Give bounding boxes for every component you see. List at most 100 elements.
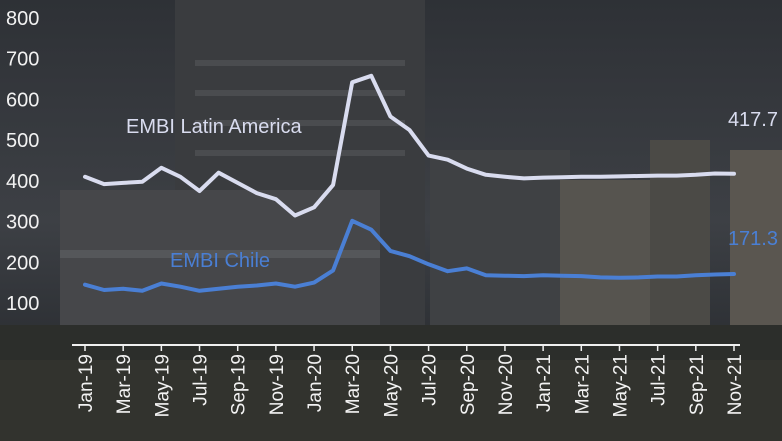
x-tick-label: May-19: [152, 354, 173, 417]
data-point: [83, 283, 87, 287]
series-layer: EMBI Latin America 417.7 EMBI Chile 171.3: [83, 73, 778, 293]
data-point: [484, 173, 488, 177]
x-tick-label: Jan-19: [76, 354, 97, 412]
data-point: [407, 254, 412, 258]
data-point: [217, 171, 221, 175]
series-label: EMBI Latin America: [126, 116, 303, 138]
data-point: [350, 219, 354, 223]
data-point: [446, 269, 450, 273]
data-point: [522, 176, 526, 181]
x-tick-label: Nov-19: [267, 354, 288, 415]
x-tick-label: Mar-19: [114, 354, 135, 414]
data-point: [503, 175, 507, 179]
data-point: [636, 275, 641, 279]
data-point: [369, 228, 373, 232]
data-point: [178, 175, 183, 179]
data-point: [541, 273, 545, 277]
data-point: [617, 174, 622, 178]
y-tick-label: 800: [6, 8, 39, 30]
x-tick-label: Nov-21: [725, 354, 746, 415]
y-tick-label: 300: [6, 212, 39, 234]
axes: 100 200 300 400 500 600 700 800 Jan-19 Mar-19 May…: [6, 8, 746, 417]
data-point: [446, 158, 450, 162]
x-tick-label: May-21: [610, 354, 631, 417]
x-tick-label: Mar-20: [343, 354, 364, 414]
end-value-label: 171.3: [728, 228, 778, 250]
data-point: [598, 275, 602, 279]
data-point: [102, 288, 106, 292]
x-tick-label: Jan-21: [534, 354, 555, 412]
data-point: [293, 285, 297, 289]
data-point: [369, 74, 373, 78]
data-point: [656, 274, 660, 279]
data-point: [388, 249, 393, 253]
data-point: [312, 205, 316, 209]
data-point: [732, 172, 736, 176]
data-point: [159, 281, 163, 286]
data-point: [255, 283, 259, 288]
data-point: [656, 173, 660, 178]
data-point: [465, 167, 469, 171]
data-point: [121, 287, 125, 291]
data-point: [694, 273, 698, 277]
x-tick-label: Jan-20: [305, 354, 326, 412]
data-point: [83, 175, 87, 179]
data-point: [197, 289, 202, 293]
data-point: [217, 287, 221, 291]
data-point: [617, 276, 622, 280]
data-point: [713, 171, 717, 176]
x-axis-ticks: Jan-19 Mar-19 May-19 Jul-19 Sep-19 Nov-19 Jan-…: [76, 345, 746, 417]
x-tick-label: Mar-21: [572, 354, 593, 414]
y-tick-label: 100: [6, 293, 39, 315]
x-tick-label: Nov-20: [496, 354, 517, 415]
data-point: [293, 213, 297, 218]
data-point: [407, 128, 412, 132]
data-point: [388, 114, 393, 119]
data-point: [675, 274, 679, 279]
data-point: [560, 274, 564, 278]
data-point: [159, 166, 163, 170]
y-axis-ticks: 100 200 300 400 500 600 700 800: [6, 8, 39, 315]
x-tick-label: Sep-20: [458, 354, 479, 415]
y-tick-label: 500: [6, 130, 39, 152]
data-point: [255, 191, 259, 195]
data-point: [522, 274, 526, 278]
data-point: [465, 266, 469, 270]
data-point: [713, 272, 717, 277]
y-tick-label: 600: [6, 89, 39, 111]
x-tick-label: May-20: [381, 354, 402, 417]
data-point: [484, 273, 488, 277]
data-point: [331, 183, 335, 187]
data-point: [236, 181, 240, 185]
data-point: [236, 285, 240, 289]
data-point: [636, 174, 641, 178]
y-tick-label: 700: [6, 49, 39, 71]
data-point: [312, 281, 316, 285]
x-tick-label: Jul-21: [649, 354, 670, 406]
data-point: [178, 285, 183, 289]
data-point: [503, 274, 507, 278]
y-tick-label: 400: [6, 171, 39, 193]
data-point: [694, 173, 698, 177]
data-point: [426, 154, 431, 158]
data-point: [140, 180, 144, 184]
x-tick-label: Sep-21: [687, 354, 708, 415]
data-point: [732, 272, 736, 276]
data-point: [579, 274, 583, 278]
data-point: [140, 289, 144, 293]
x-tick-label: Jul-19: [191, 354, 212, 406]
data-point: [560, 175, 564, 179]
data-point: [197, 189, 202, 193]
data-point: [350, 80, 354, 84]
x-tick-label: Jul-20: [420, 354, 441, 406]
end-value-label: 417.7: [728, 109, 778, 131]
data-point: [274, 197, 278, 201]
data-point: [274, 281, 278, 286]
x-tick-label: Sep-19: [229, 354, 250, 415]
data-point: [102, 182, 106, 186]
data-point: [331, 268, 335, 273]
data-point: [675, 173, 679, 178]
data-point: [541, 176, 545, 180]
